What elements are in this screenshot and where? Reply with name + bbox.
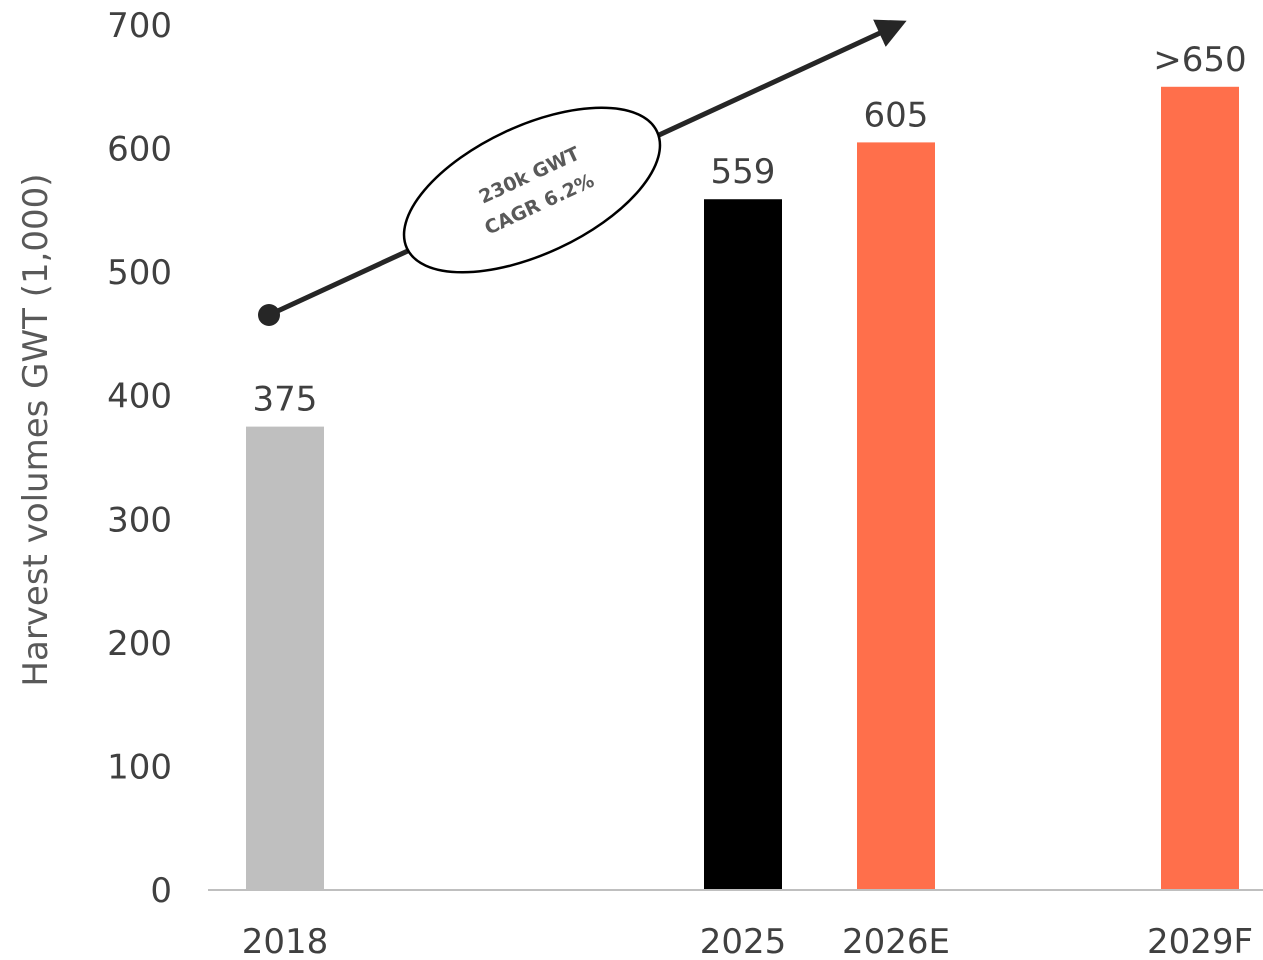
cagr-annotation: 230k GWT CAGR 6.2% [258,19,907,326]
arrow-start-dot [258,304,280,326]
data-label-2018: 375 [253,380,318,420]
data-labels: 375 559 605 >650 [253,40,1247,420]
x-tick-label-2029F: 2029F [1147,922,1253,960]
x-axis-labels: 2018 2025 2026E 2029F [242,922,1253,960]
y-tick-label: 0 [150,871,172,911]
data-label-2026E: 605 [864,95,929,135]
data-label-2029F: >650 [1153,40,1246,80]
cagr-callout-ellipse [402,106,662,274]
data-label-2025: 559 [711,152,776,192]
y-tick-label: 400 [107,377,172,417]
y-axis-ticks: 0 100 200 300 400 500 600 700 [107,6,172,911]
y-tick-label: 300 [107,500,172,540]
y-tick-label: 700 [107,6,172,46]
bar-2029F [1161,86,1239,891]
y-tick-label: 100 [107,747,172,787]
bars [246,86,1239,891]
y-tick-label: 500 [107,253,172,293]
x-tick-label-2018: 2018 [242,922,329,960]
y-axis-title: Harvest volumes GWT (1,000) [16,173,56,686]
bar-2018 [246,426,324,890]
x-tick-label-2026E: 2026E [842,922,950,960]
bar-2025 [704,199,782,890]
y-tick-label: 200 [107,624,172,664]
y-tick-label: 600 [107,130,172,170]
bar-2026E [857,142,935,891]
x-tick-label-2025: 2025 [700,922,787,960]
